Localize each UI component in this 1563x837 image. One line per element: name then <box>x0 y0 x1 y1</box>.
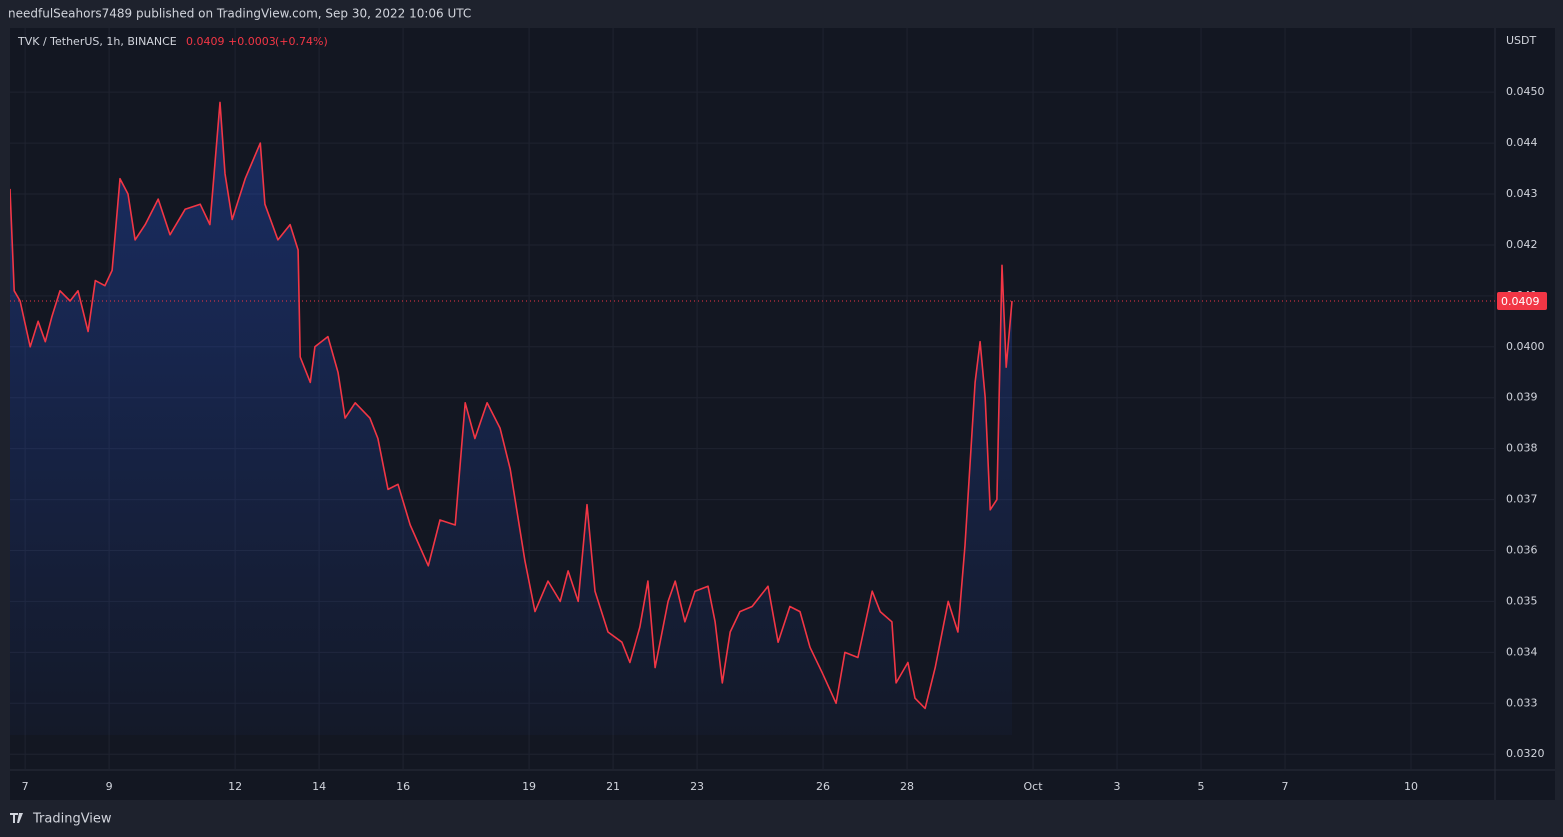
y-tick-label: 0.039 <box>1506 391 1538 404</box>
x-tick-label: 21 <box>606 780 620 793</box>
area-fill <box>10 102 1013 735</box>
x-tick-label: 7 <box>1282 780 1289 793</box>
x-tick-label: 14 <box>312 780 326 793</box>
x-tick-label: 7 <box>22 780 29 793</box>
x-tick-label: 16 <box>396 780 410 793</box>
x-tick-label: Oct <box>1024 780 1044 793</box>
x-tick-label: 12 <box>228 780 242 793</box>
series <box>10 101 1013 735</box>
y-tick-label: 0.033 <box>1506 696 1538 709</box>
y-tick-label: 0.038 <box>1506 442 1538 455</box>
y-tick-label: 0.037 <box>1506 493 1538 506</box>
legend-change-pct: (+0.74%) <box>275 35 328 48</box>
y-tick-label: 0.043 <box>1506 187 1538 200</box>
price-line <box>10 101 1013 710</box>
logo <box>10 813 23 823</box>
legend-price: 0.0409 <box>186 35 225 48</box>
x-tick-label: 26 <box>816 780 830 793</box>
x-tick-label: 23 <box>690 780 704 793</box>
last-price-label: 0.0409 <box>1501 295 1540 308</box>
y-tick-label: 0.0400 <box>1506 340 1545 353</box>
publisher: needfulSeahors7489 published on TradingV… <box>8 7 471 21</box>
legend-symbol: TVK / TetherUS, 1h, BINANCE <box>17 35 177 48</box>
y-tick-label: 0.036 <box>1506 544 1538 557</box>
y-tick-label: 0.0320 <box>1506 747 1545 760</box>
y-tick-label: 0.044 <box>1506 136 1538 149</box>
y-tick-label: 0.035 <box>1506 594 1538 607</box>
x-tick-label: 19 <box>522 780 536 793</box>
currency: USDT <box>1506 34 1537 47</box>
x-tick-label: 9 <box>106 780 113 793</box>
x-tick-label: 5 <box>1198 780 1205 793</box>
y-tick-label: 0.042 <box>1506 238 1538 251</box>
legend-change: +0.0003 <box>228 35 276 48</box>
y-tick-label: 0.034 <box>1506 645 1538 658</box>
x-tick-label: 10 <box>1404 780 1418 793</box>
x-tick-label: 3 <box>1114 780 1121 793</box>
x-tick-label: 28 <box>900 780 914 793</box>
last-price-tag <box>1497 291 1547 310</box>
y-tick-label: 0.0450 <box>1506 85 1545 98</box>
brand: TradingView <box>32 812 112 827</box>
